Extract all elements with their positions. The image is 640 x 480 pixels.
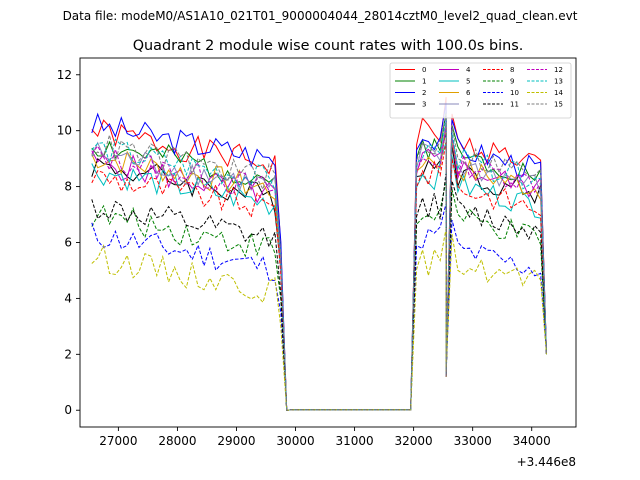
series-line-3	[91, 130, 547, 411]
series-line-10	[91, 203, 547, 411]
legend-label-8: 8	[510, 66, 514, 74]
legend-label-13: 13	[554, 78, 563, 86]
legend-label-10: 10	[510, 89, 519, 97]
legend-label-5: 5	[466, 78, 470, 86]
series-line-4	[91, 127, 547, 411]
x-tick-label: 31000	[335, 434, 373, 448]
y-tick-label: 6	[64, 236, 72, 250]
legend-label-0: 0	[422, 66, 426, 74]
series-line-7	[91, 122, 547, 411]
x-tick-label: 30000	[276, 434, 314, 448]
x-offset-label: +3.446e8	[517, 455, 576, 469]
y-tick-label: 2	[64, 347, 72, 361]
series-line-1	[91, 111, 547, 411]
x-tick-label: 27000	[99, 434, 137, 448]
legend-label-2: 2	[422, 89, 426, 97]
y-tick-label: 0	[64, 403, 72, 417]
series-line-0	[91, 97, 547, 411]
legend-label-11: 11	[510, 101, 519, 109]
x-tick-label: 32000	[395, 434, 433, 448]
chart-title: Quadrant 2 module wise count rates with …	[133, 38, 524, 54]
legend-label-6: 6	[466, 89, 471, 97]
legend-label-7: 7	[466, 101, 470, 109]
legend-label-3: 3	[422, 101, 426, 109]
y-tick-label: 12	[57, 68, 72, 82]
legend-label-1: 1	[422, 78, 426, 86]
x-tick-label: 29000	[217, 434, 255, 448]
x-tick-label: 33000	[454, 434, 492, 448]
series-line-6	[91, 125, 547, 411]
x-tick-label: 34000	[513, 434, 551, 448]
legend-box	[389, 62, 572, 119]
series-line-8	[91, 141, 547, 411]
series-line-13	[91, 116, 547, 411]
series-line-14	[91, 228, 547, 411]
series-line-2	[91, 102, 547, 411]
series-line-11	[91, 172, 547, 411]
plot-area: 27000 28000 29000 30000 31000 32000 33000 34000…	[57, 57, 577, 448]
series-line-9	[91, 180, 547, 411]
series-line-12	[91, 125, 547, 411]
legend-label-12: 12	[554, 66, 563, 74]
legend-label-15: 15	[554, 101, 563, 109]
y-tick-label: 8	[64, 180, 72, 194]
legend-label-4: 4	[466, 66, 471, 74]
series-line-15	[91, 113, 547, 411]
chart-suptitle: Data file: modeM0/AS1A10_021T01_90000040…	[63, 9, 578, 23]
x-tick-label: 28000	[158, 434, 196, 448]
legend-label-9: 9	[510, 78, 514, 86]
series-line-5	[91, 141, 547, 411]
legend-label-14: 14	[554, 89, 563, 97]
y-tick-label: 4	[64, 291, 72, 305]
y-tick-label: 10	[57, 124, 72, 138]
